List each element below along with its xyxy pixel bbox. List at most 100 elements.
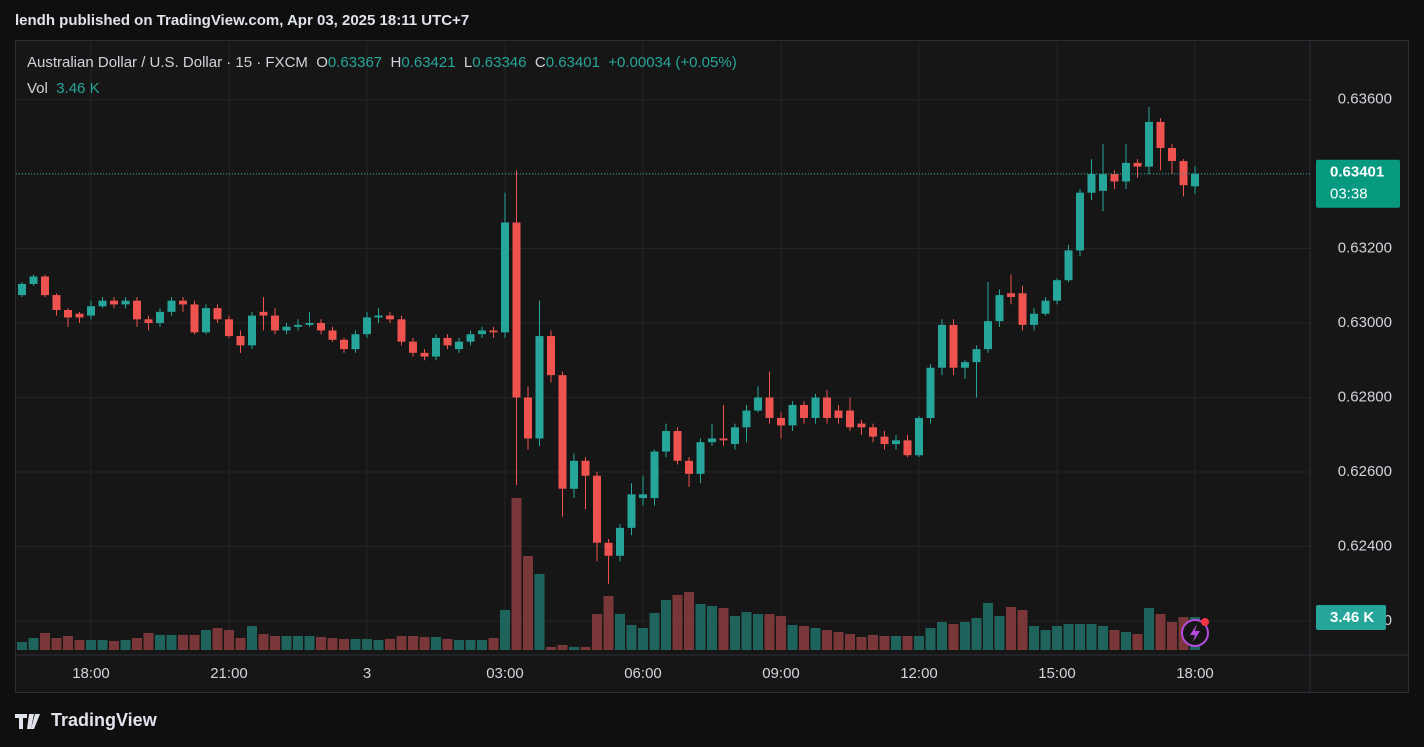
volume-bar: [1144, 608, 1154, 650]
footer: TradingView: [15, 710, 157, 731]
candle-body: [52, 295, 61, 310]
candle-body: [98, 300, 107, 307]
candle-body: [1133, 162, 1142, 167]
y-tick-label: 0.63000: [1338, 314, 1392, 331]
candle-body: [466, 334, 475, 342]
volume-bar: [86, 640, 96, 650]
volume-bar: [235, 638, 246, 650]
candle-body: [535, 336, 544, 439]
volume-bar: [373, 640, 384, 650]
volume-bar: [442, 638, 453, 650]
candle-body: [995, 295, 1004, 322]
volume-bar: [764, 614, 775, 650]
volume-bar: [1006, 606, 1016, 650]
candle-body: [282, 326, 291, 331]
volume-bar: [431, 636, 441, 650]
candle-body: [64, 309, 72, 318]
price-pane: [16, 40, 1310, 650]
l-label: L: [463, 54, 473, 71]
volume-bar: [856, 636, 867, 650]
volume-bar: [17, 642, 27, 650]
volume-bar: [1109, 630, 1120, 650]
candle-body: [547, 336, 555, 376]
volume-bar: [569, 646, 579, 650]
candle-body: [317, 323, 325, 331]
volume-bar: [1040, 630, 1051, 650]
volume-bar: [63, 636, 73, 650]
volume-bar: [707, 606, 717, 650]
volume-bar: [1121, 632, 1131, 650]
h-label: H: [390, 54, 402, 71]
candle-body: [75, 313, 84, 318]
volume-bar: [1155, 614, 1166, 650]
vol-value: 3.46 K: [56, 80, 100, 97]
candle-body: [857, 423, 866, 428]
volume-bar: [212, 628, 223, 650]
candle-body: [961, 362, 969, 368]
candle-body: [972, 349, 981, 363]
volume-bar: [304, 636, 315, 650]
volume-bar: [1052, 626, 1062, 650]
volume-bar: [316, 636, 326, 650]
volume-bar: [270, 636, 280, 650]
candle-body: [18, 283, 26, 296]
volume-bar: [350, 638, 361, 650]
candle-body: [742, 410, 751, 428]
volume-bar: [695, 604, 706, 650]
candle-body: [121, 300, 130, 305]
volume-bar: [937, 622, 947, 650]
candle-body: [1122, 162, 1130, 182]
candle-body: [696, 442, 705, 474]
candle-body: [305, 323, 314, 325]
candle-body: [455, 341, 463, 350]
x-tick-label: 12:00: [900, 665, 938, 682]
volume-bar: [810, 628, 821, 650]
volume-bar: [638, 628, 648, 650]
volume-bar: [488, 638, 499, 650]
candle-body: [1145, 121, 1153, 167]
candle-body: [949, 324, 958, 368]
candle-body: [1191, 173, 1199, 187]
volume-bar: [994, 616, 1005, 650]
candle-body: [846, 410, 854, 428]
candle-body: [1168, 147, 1176, 162]
candle-body: [443, 337, 452, 346]
volume-bar: [247, 626, 257, 650]
volume-bar: [339, 638, 349, 650]
candle-body: [616, 527, 624, 556]
candle-body: [271, 315, 279, 331]
price-badge-countdown: 03:38: [1330, 186, 1368, 203]
candle-body: [673, 431, 682, 461]
volume-bar: [97, 640, 108, 650]
volume-bar: [28, 638, 39, 650]
volume-bar: [626, 624, 637, 650]
chart: 0.622000.624000.626000.628000.630000.632…: [16, 40, 1408, 692]
symbol: Australian Dollar / U.S. Dollar · 15 · F…: [27, 54, 308, 71]
candle-body: [1156, 121, 1165, 148]
y-tick-label: 0.63200: [1338, 240, 1392, 257]
volume-badge-text: 3.46 K: [1330, 609, 1374, 626]
c-label: C: [534, 54, 546, 71]
candle-body: [685, 460, 693, 474]
candle-body: [558, 375, 567, 489]
candle-body: [984, 321, 992, 350]
volume-bar: [1132, 634, 1143, 650]
volume-bar: [500, 610, 510, 650]
x-tick-label: 03:00: [486, 665, 524, 682]
volume-bar: [971, 618, 982, 650]
candle-body: [650, 451, 659, 499]
volume-bar: [891, 636, 901, 650]
volume-bar: [511, 498, 522, 650]
candle-body: [662, 431, 670, 452]
volume-bar: [603, 596, 614, 650]
candle-body: [1030, 313, 1038, 325]
candle-body: [501, 222, 509, 333]
volume-bar: [776, 616, 786, 650]
icon-bolt: [1190, 624, 1200, 642]
candle-body: [225, 319, 233, 337]
candle-body: [903, 440, 912, 456]
candle-body: [581, 460, 590, 476]
volume-legend: Vol 3.46 K: [27, 80, 100, 97]
volume-bar: [672, 594, 683, 650]
volume-bar: [1086, 624, 1097, 650]
